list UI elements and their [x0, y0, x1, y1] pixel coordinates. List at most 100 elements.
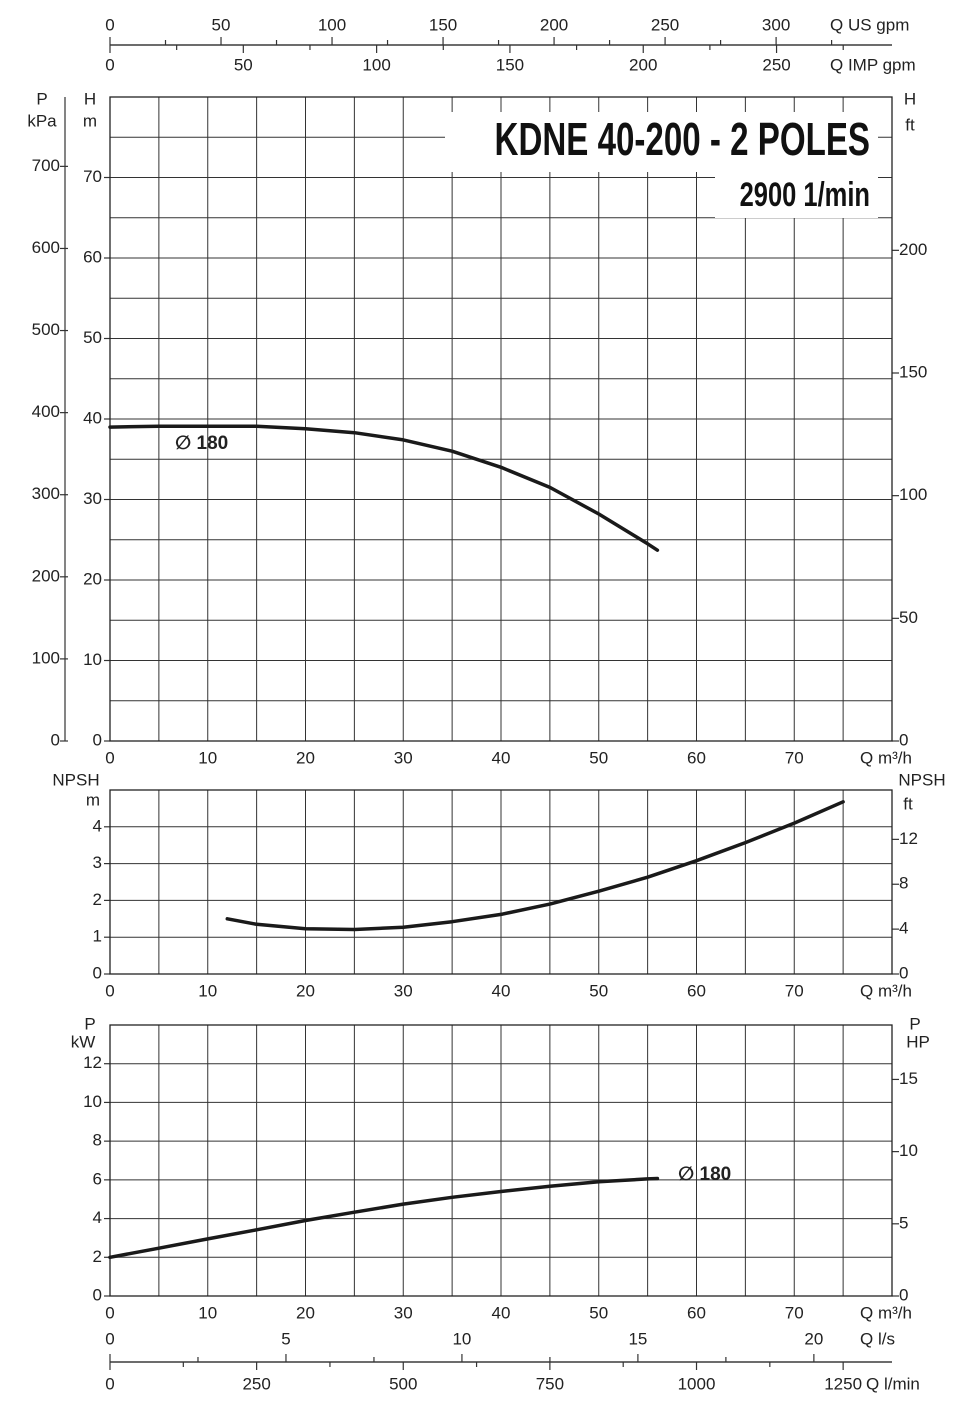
y-axis-label: m	[86, 790, 100, 809]
y2-axis-label: ft	[905, 115, 915, 134]
y2-tick-label: 150	[899, 362, 927, 381]
axis-tick-label: 50	[212, 15, 231, 34]
y2-axis-label: NPSH	[898, 770, 945, 789]
plot-frame	[109, 789, 893, 975]
axis-tick-label: 15	[628, 1329, 647, 1348]
x-tick-label: 20	[296, 748, 315, 767]
x-tick-label: 40	[492, 1303, 511, 1322]
x-tick-label: 50	[589, 981, 608, 1000]
x-tick-label: 70	[785, 981, 804, 1000]
y2-axis-label: P	[909, 1014, 920, 1033]
axis-tick-label: 750	[536, 1374, 564, 1393]
y2-tick-label: 10	[899, 1141, 918, 1160]
subtitle-box	[715, 172, 878, 218]
x-tick-label: 10	[198, 981, 217, 1000]
y-tick-label: 6	[93, 1169, 102, 1188]
curve-label: ∅ 180	[678, 1164, 731, 1185]
y2-axis-label: H	[904, 89, 916, 108]
y-tick-label: 30	[83, 489, 102, 508]
axis-tick-label: 100	[362, 55, 390, 74]
axis-tick-label: 5	[281, 1329, 290, 1348]
y-tick-label: 0	[93, 963, 102, 982]
axis-tick-label: 500	[32, 320, 60, 339]
x-tick-label: 70	[785, 748, 804, 767]
x-tick-label: 0	[105, 1303, 114, 1322]
y2-tick-label: 8	[899, 874, 908, 893]
x-tick-label: 10	[198, 1303, 217, 1322]
axis-tick-label: 100	[318, 15, 346, 34]
axis-tick-label: 200	[32, 566, 60, 585]
y-tick-label: 2	[93, 890, 102, 909]
axis-label: Q IMP gpm	[830, 55, 916, 74]
chart-title: KDNE 40-200 - 2 POLES	[495, 115, 870, 165]
x-axis-label: Q m³/h	[860, 981, 912, 1000]
curve	[225, 800, 845, 932]
y2-tick-label: 4	[899, 919, 908, 938]
x-tick-label: 0	[105, 748, 114, 767]
y2-tick-label: 0	[899, 963, 908, 982]
x-axis-label: Q m³/h	[860, 1303, 912, 1322]
y2-tick-label: 100	[899, 485, 927, 504]
x-tick-label: 60	[687, 981, 706, 1000]
x-tick-label: 60	[687, 1303, 706, 1322]
axis-tick-label: 250	[242, 1374, 270, 1393]
y-tick-label: 10	[83, 1092, 102, 1111]
y-tick-label: 60	[83, 247, 102, 266]
x-tick-label: 30	[394, 981, 413, 1000]
axis-tick-label: 0	[105, 1374, 114, 1393]
y-axis-label: m	[83, 111, 97, 130]
x-tick-label: 30	[394, 748, 413, 767]
subtitle-group: 2900 1/min	[740, 177, 870, 214]
axis-tick-label: 20	[804, 1329, 823, 1348]
y2-tick-label: 12	[899, 829, 918, 848]
axis-label: P	[36, 89, 47, 108]
y2-tick-label: 5	[899, 1213, 908, 1232]
axis-tick-label: 100	[32, 648, 60, 667]
axis-tick-label: 10	[452, 1329, 471, 1348]
plot-frame	[109, 96, 893, 742]
axis-tick-label: 50	[234, 55, 253, 74]
curve-label: ∅ 180	[175, 433, 228, 454]
y2-tick-label: 50	[899, 608, 918, 627]
x-tick-label: 40	[492, 981, 511, 1000]
x-tick-label: 0	[105, 981, 114, 1000]
y2-tick-label: 15	[899, 1069, 918, 1088]
axis-tick-label: 250	[762, 55, 790, 74]
x-tick-label: 20	[296, 981, 315, 1000]
axis-tick-label: 0	[51, 730, 60, 749]
x-tick-label: 50	[589, 748, 608, 767]
axis-label: Q l/s	[860, 1329, 895, 1348]
y-tick-label: 0	[93, 1285, 102, 1304]
curve	[108, 1176, 660, 1260]
y2-tick-label: 200	[899, 240, 927, 259]
x-tick-label: 10	[198, 748, 217, 767]
x-tick-label: 50	[589, 1303, 608, 1322]
axis-label: Q US gpm	[830, 15, 909, 34]
y-tick-label: 3	[93, 853, 102, 872]
axis-tick-label: 150	[429, 15, 457, 34]
y-axis-label: H	[84, 89, 96, 108]
axis-tick-label: 0	[105, 15, 114, 34]
axis-tick-label: 600	[32, 238, 60, 257]
axis-label: Q l/min	[866, 1374, 920, 1393]
y2-axis-label: ft	[903, 794, 913, 813]
y-tick-label: 4	[93, 816, 102, 835]
axis-tick-label: 300	[762, 15, 790, 34]
y-tick-label: 8	[93, 1131, 102, 1150]
axis-tick-label: 500	[389, 1374, 417, 1393]
x-axis-label: Q m³/h	[860, 748, 912, 767]
x-tick-label: 20	[296, 1303, 315, 1322]
y-tick-label: 10	[83, 650, 102, 669]
axis-tick-label: 300	[32, 484, 60, 503]
y-tick-label: 0	[93, 730, 102, 749]
y-tick-label: 4	[93, 1208, 102, 1227]
y-tick-label: 20	[83, 569, 102, 588]
plot-frame	[109, 1024, 893, 1297]
axis-tick-label: 200	[629, 55, 657, 74]
axis-tick-label: 0	[105, 55, 114, 74]
x-tick-label: 70	[785, 1303, 804, 1322]
y-tick-label: 1	[93, 927, 102, 946]
y2-axis-label: HP	[906, 1032, 930, 1051]
y2-tick-label: 0	[899, 1285, 908, 1304]
